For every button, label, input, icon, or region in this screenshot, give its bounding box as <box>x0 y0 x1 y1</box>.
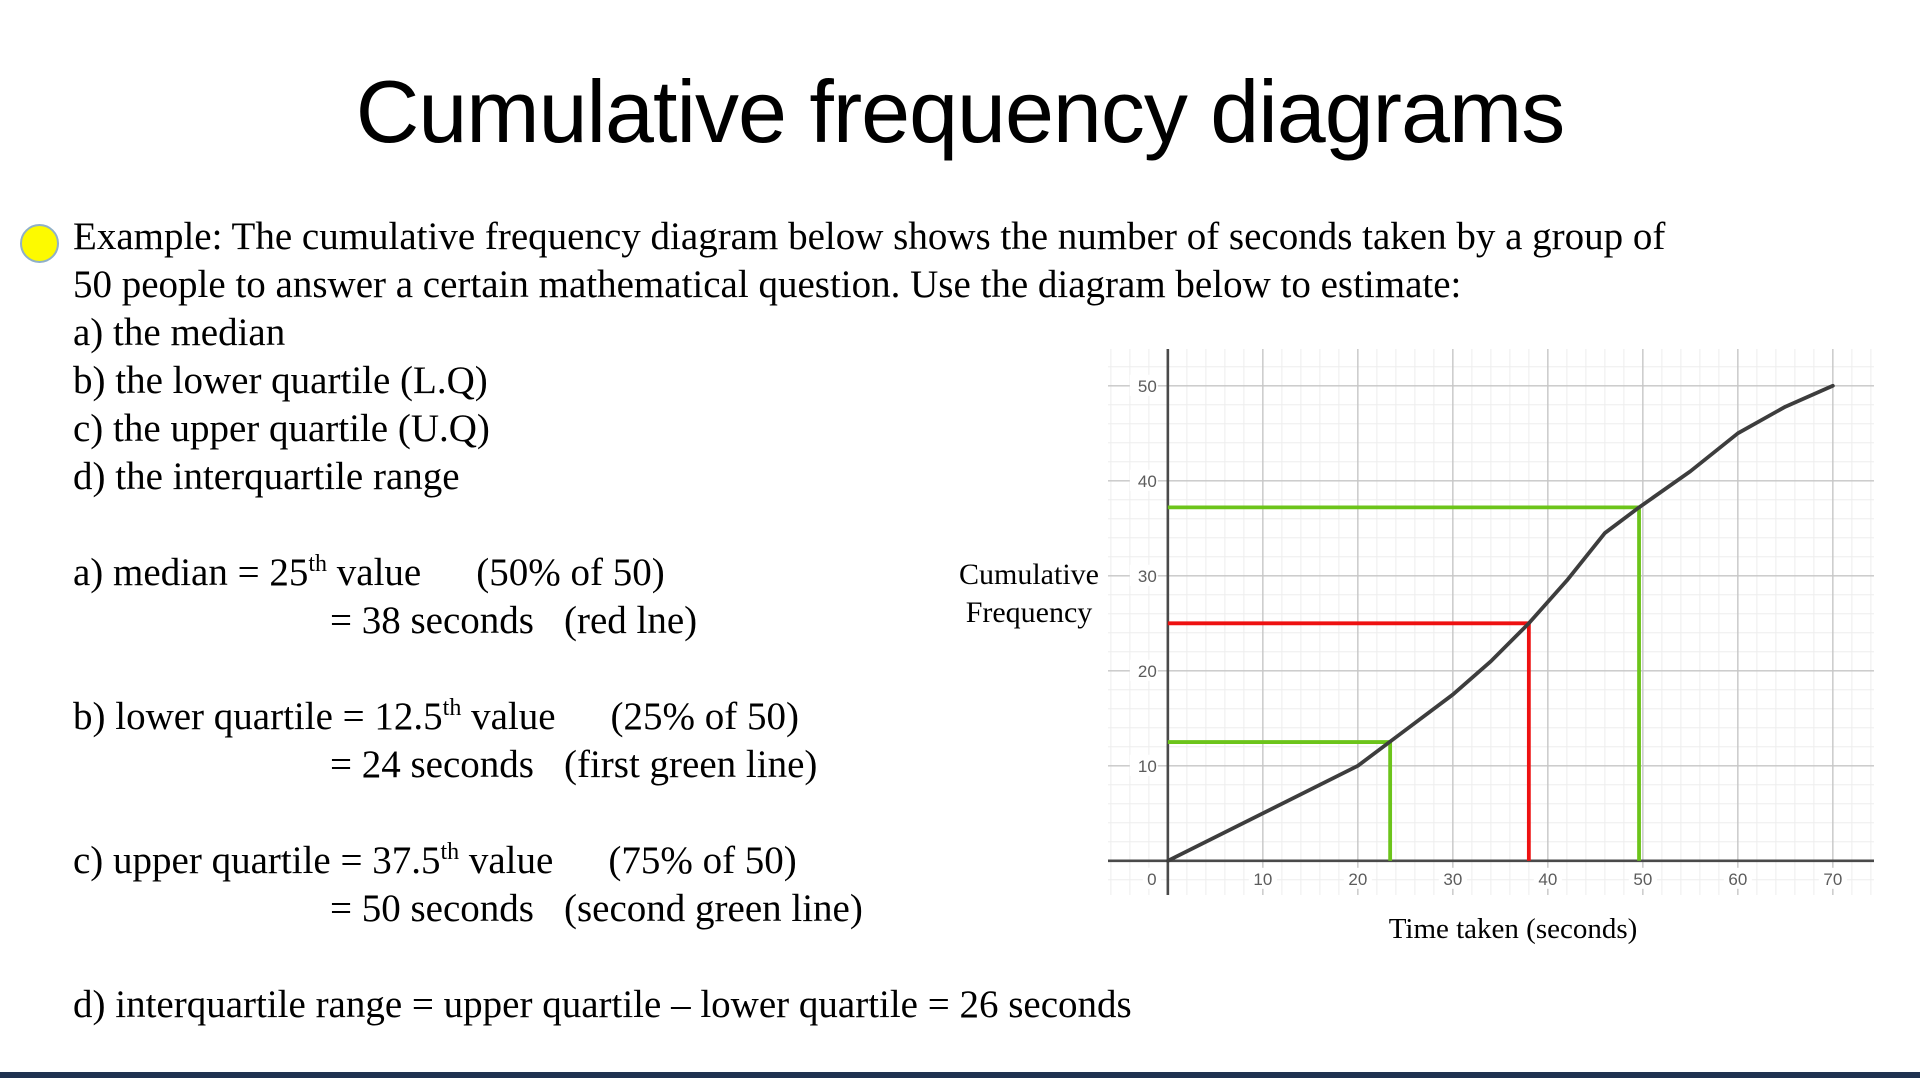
answer-a-note: (red lne) <box>563 599 698 642</box>
x-axis-title: Time taken (seconds) <box>1388 913 1638 945</box>
answer-c-text-2: value <box>459 839 554 882</box>
cumulative-frequency-chart: 0 10 20 30 40 50 60 70 10 20 30 40 50 <box>1108 349 1874 895</box>
answer-a-text: a) median = 25 <box>73 551 309 594</box>
intro-line-2: 50 people to answer a certain mathematic… <box>73 263 1462 306</box>
answer-b-line-1: b) lower quartile = 12.5th value (25% of … <box>73 693 1665 741</box>
answer-b-line-2: = 24 seconds (first green line) <box>330 741 1665 789</box>
ogive-curve <box>1165 383 1835 863</box>
answer-a-line-1: a) median = 25th value (50% of 50) <box>73 549 1665 597</box>
tick-label-bg <box>1129 374 1158 396</box>
question-b: b) the lower quartile (L.Q) <box>73 359 488 402</box>
y-axis-title-line-1: Cumulative <box>959 558 1099 591</box>
x-tick-label: 0 <box>1147 870 1156 889</box>
answer-c-text: c) upper quartile = 37.5 <box>73 839 441 882</box>
cumulative-frequency-chart-svg: 0 10 20 30 40 50 60 70 10 20 30 40 50 <box>1108 349 1874 895</box>
tick-label-bg <box>1628 867 1657 889</box>
x-tick-label: 10 <box>1253 870 1272 889</box>
bullet-circle-icon <box>20 224 59 263</box>
answer-a-text-2: value <box>327 551 422 594</box>
answer-c-line-1: c) upper quartile = 37.5th value (75% of … <box>73 837 1665 885</box>
answer-b-result: = 24 seconds <box>330 743 534 786</box>
answer-c-paren: (75% of 50) <box>608 839 797 882</box>
answer-b-text-2: value <box>461 695 556 738</box>
tick-label-bg <box>1129 469 1158 491</box>
x-tick-label: 70 <box>1823 870 1842 889</box>
ordinal-superscript: th <box>440 839 460 865</box>
tick-label-bg <box>1438 867 1467 889</box>
tick-label-bg <box>1723 867 1752 889</box>
answer-b-paren: (25% of 50) <box>610 695 799 738</box>
answer-c-result: = 50 seconds <box>330 887 534 930</box>
answer-a-result: = 38 seconds <box>330 599 534 642</box>
y-axis-title-line-2: Frequency <box>965 596 1093 629</box>
y-axis-title: Cumulative Frequency <box>948 556 1110 632</box>
footer-bar <box>0 1072 1920 1078</box>
tick-label-bg <box>1142 867 1161 889</box>
tick-label-bg <box>1248 867 1277 889</box>
x-tick-label: 40 <box>1538 870 1557 889</box>
answer-d-line: d) interquartile range = upper quartile … <box>73 983 1132 1026</box>
tick-label-bg <box>1129 754 1158 776</box>
tick-label-bg <box>1129 659 1158 681</box>
y-tick-label: 30 <box>1138 567 1157 586</box>
tick-label-bg <box>1343 867 1372 889</box>
x-tick-label: 60 <box>1728 870 1747 889</box>
question-d: d) the interquartile range <box>73 455 460 498</box>
ordinal-superscript: th <box>442 695 462 721</box>
upper-quartile-green-line <box>1167 505 1641 861</box>
answer-b-text: b) lower quartile = 12.5 <box>73 695 443 738</box>
tick-label-bg <box>1533 867 1562 889</box>
answer-c-note: (second green line) <box>563 887 863 930</box>
text-column: Example: The cumulative frequency diagra… <box>73 213 1665 1029</box>
question-c: c) the upper quartile (U.Q) <box>73 407 490 450</box>
x-tick-label: 20 <box>1348 870 1367 889</box>
answer-c-line-2: = 50 seconds (second green line) <box>330 885 1665 933</box>
y-tick-label: 20 <box>1138 662 1157 681</box>
x-tick-label: 30 <box>1443 870 1462 889</box>
x-tick-label: 50 <box>1633 870 1652 889</box>
y-tick-label: 10 <box>1138 757 1157 776</box>
y-tick-label: 50 <box>1138 377 1157 396</box>
tick-label-bg <box>1129 564 1158 586</box>
answer-a-paren: (50% of 50) <box>476 551 665 594</box>
answer-b-note: (first green line) <box>563 743 818 786</box>
tick-label-bg <box>1818 867 1847 889</box>
ordinal-superscript: th <box>308 551 328 577</box>
intro-line-1: Example: The cumulative frequency diagra… <box>73 215 1666 258</box>
answer-a-line-2: = 38 seconds (red lne) <box>330 597 1665 645</box>
page-title: Cumulative frequency diagrams <box>355 62 1565 161</box>
question-a: a) the median <box>73 311 286 354</box>
y-tick-label: 40 <box>1138 472 1157 491</box>
